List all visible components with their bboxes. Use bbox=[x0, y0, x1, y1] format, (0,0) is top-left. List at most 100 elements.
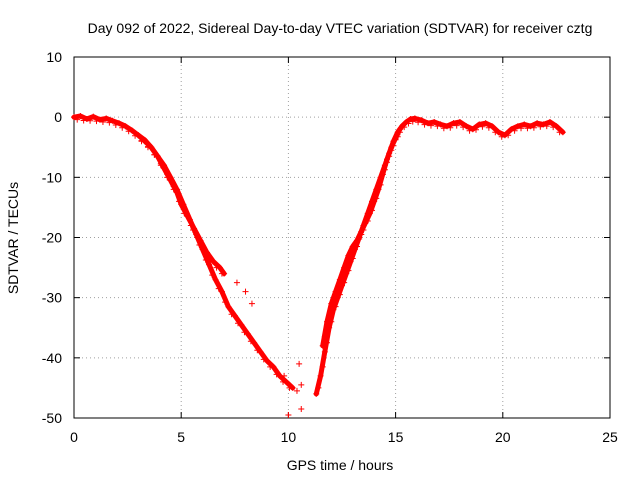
data-point bbox=[508, 126, 515, 133]
data-point bbox=[197, 237, 204, 244]
data-point bbox=[161, 165, 168, 172]
data-point bbox=[112, 121, 119, 128]
data-point bbox=[328, 300, 335, 307]
data-point bbox=[371, 198, 378, 205]
data-point bbox=[550, 124, 557, 131]
axis-ticks: 0 5 10 15 20 25 10 0 -10 -20 -30 -40 -50 bbox=[42, 49, 618, 445]
data-point bbox=[176, 198, 183, 205]
data-point bbox=[283, 378, 290, 385]
data-point bbox=[375, 186, 382, 193]
data-point bbox=[360, 226, 367, 233]
data-point bbox=[221, 270, 228, 277]
data-point bbox=[216, 264, 223, 271]
data-point bbox=[334, 285, 341, 292]
data-point bbox=[319, 363, 326, 370]
data-point bbox=[167, 177, 174, 184]
data-point bbox=[332, 288, 339, 295]
data-point bbox=[135, 132, 142, 139]
x-tick-label: 15 bbox=[388, 429, 404, 445]
data-point bbox=[418, 117, 425, 124]
data-point bbox=[401, 124, 408, 131]
data-point bbox=[460, 124, 467, 131]
data-point bbox=[326, 312, 333, 319]
data-point bbox=[377, 181, 384, 188]
data-point bbox=[424, 120, 431, 127]
data-point bbox=[543, 123, 550, 130]
data-point bbox=[341, 279, 348, 286]
data-point bbox=[83, 115, 90, 122]
data-point bbox=[482, 120, 489, 127]
data-point bbox=[257, 348, 264, 355]
data-point bbox=[210, 258, 217, 265]
data-point bbox=[178, 201, 185, 208]
data-point bbox=[456, 118, 463, 125]
data-point bbox=[537, 123, 544, 130]
data-point bbox=[518, 125, 525, 132]
data-point bbox=[341, 264, 348, 271]
data-point bbox=[336, 291, 343, 298]
data-point bbox=[332, 303, 339, 310]
data-point bbox=[447, 124, 454, 131]
x-tick-label: 5 bbox=[177, 429, 185, 445]
y-axis-label: SDTVAR / TECUs bbox=[5, 182, 21, 294]
data-point bbox=[231, 312, 238, 319]
data-point bbox=[546, 118, 553, 125]
data-point bbox=[263, 357, 270, 364]
data-point bbox=[191, 225, 198, 232]
data-point bbox=[238, 321, 245, 328]
data-point bbox=[194, 234, 201, 241]
data-point bbox=[384, 156, 391, 163]
data-point bbox=[323, 318, 330, 325]
data-point bbox=[247, 338, 254, 345]
data-point bbox=[336, 276, 343, 283]
x-tick-label: 25 bbox=[602, 429, 618, 445]
data-point bbox=[251, 339, 258, 346]
data-point bbox=[345, 267, 352, 274]
data-point bbox=[173, 189, 180, 196]
data-point bbox=[80, 117, 87, 124]
series-band bbox=[71, 113, 296, 391]
data-point bbox=[103, 115, 110, 122]
data-point bbox=[469, 126, 476, 133]
data-point bbox=[489, 123, 496, 130]
data-point bbox=[559, 129, 566, 136]
data-point bbox=[164, 174, 171, 181]
data-point bbox=[396, 126, 403, 133]
y-tick-label: -50 bbox=[42, 410, 62, 426]
data-point bbox=[381, 166, 388, 173]
data-point bbox=[254, 347, 261, 354]
data-point bbox=[476, 121, 483, 128]
data-point bbox=[157, 162, 164, 169]
data-point bbox=[540, 121, 547, 128]
data-point bbox=[369, 207, 376, 214]
data-point bbox=[77, 112, 84, 119]
data-point bbox=[90, 113, 97, 120]
data-point bbox=[347, 251, 354, 258]
data-point bbox=[289, 384, 296, 391]
data-point bbox=[409, 118, 416, 125]
data-point bbox=[505, 132, 512, 139]
data-point bbox=[330, 297, 337, 304]
data-point bbox=[479, 123, 486, 130]
data-point bbox=[222, 299, 229, 306]
data-point bbox=[313, 390, 320, 397]
data-point bbox=[151, 151, 158, 158]
y-tick-label: 0 bbox=[54, 109, 62, 125]
data-point bbox=[154, 153, 161, 160]
data-point bbox=[128, 127, 135, 134]
data-point bbox=[421, 121, 428, 128]
data-point bbox=[495, 129, 502, 136]
grid-lines bbox=[74, 57, 610, 418]
data-point bbox=[71, 114, 77, 121]
data-point bbox=[453, 122, 460, 129]
data-point bbox=[209, 272, 216, 279]
data-point bbox=[405, 120, 412, 127]
data-point bbox=[321, 348, 328, 355]
data-point bbox=[187, 222, 194, 229]
data-point bbox=[235, 320, 242, 327]
y-tick-label: -10 bbox=[42, 169, 62, 185]
data-point bbox=[119, 124, 126, 131]
data-point bbox=[109, 117, 116, 124]
data-point bbox=[317, 372, 324, 379]
data-point bbox=[270, 363, 277, 370]
